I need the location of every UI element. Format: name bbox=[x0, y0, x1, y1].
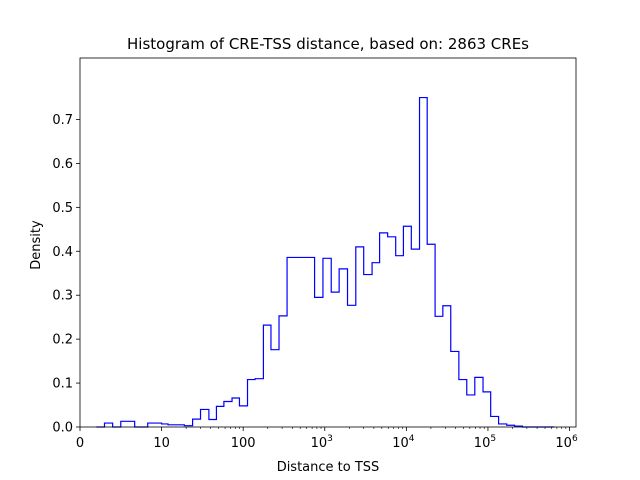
x-tick-label: 10 bbox=[153, 436, 170, 451]
y-tick-label: 0.1 bbox=[52, 377, 73, 392]
y-axis-ticks: 0.0 0.1 0.2 0.3 0.4 0.5 0.6 0.7 bbox=[52, 113, 80, 436]
plot-frame bbox=[79, 57, 577, 428]
chart-title: Histogram of CRE-TSS distance, based on:… bbox=[127, 35, 529, 53]
x-tick-label: 0 bbox=[76, 436, 84, 451]
y-tick-label: 0.6 bbox=[52, 157, 73, 172]
x-tick-label: 100 bbox=[231, 436, 256, 451]
x-axis-label: Distance to TSS bbox=[277, 460, 380, 475]
y-tick-label: 0.5 bbox=[52, 201, 73, 216]
y-axis-label: Density bbox=[29, 220, 44, 270]
y-tick-label: 0.4 bbox=[52, 245, 73, 260]
y-tick-label: 0.7 bbox=[52, 113, 73, 128]
y-tick-label: 0.3 bbox=[52, 289, 73, 304]
y-tick-label: 0.0 bbox=[52, 421, 73, 436]
y-tick-label: 0.2 bbox=[52, 333, 73, 348]
histogram-step-line bbox=[96, 96, 555, 428]
